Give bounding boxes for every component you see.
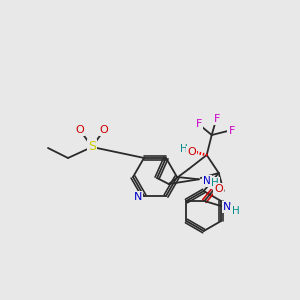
Text: F: F <box>196 119 202 129</box>
Text: O: O <box>187 147 196 157</box>
Text: O: O <box>214 184 223 194</box>
Text: H: H <box>232 206 239 216</box>
Text: N: N <box>223 202 232 212</box>
Text: O: O <box>100 125 108 135</box>
Text: N: N <box>134 192 142 202</box>
Text: F: F <box>229 126 235 136</box>
Text: F: F <box>214 114 220 124</box>
Text: O: O <box>76 125 84 135</box>
Text: N: N <box>203 176 211 186</box>
Text: H: H <box>211 178 219 188</box>
Text: S: S <box>88 140 96 154</box>
Text: H: H <box>180 144 188 154</box>
